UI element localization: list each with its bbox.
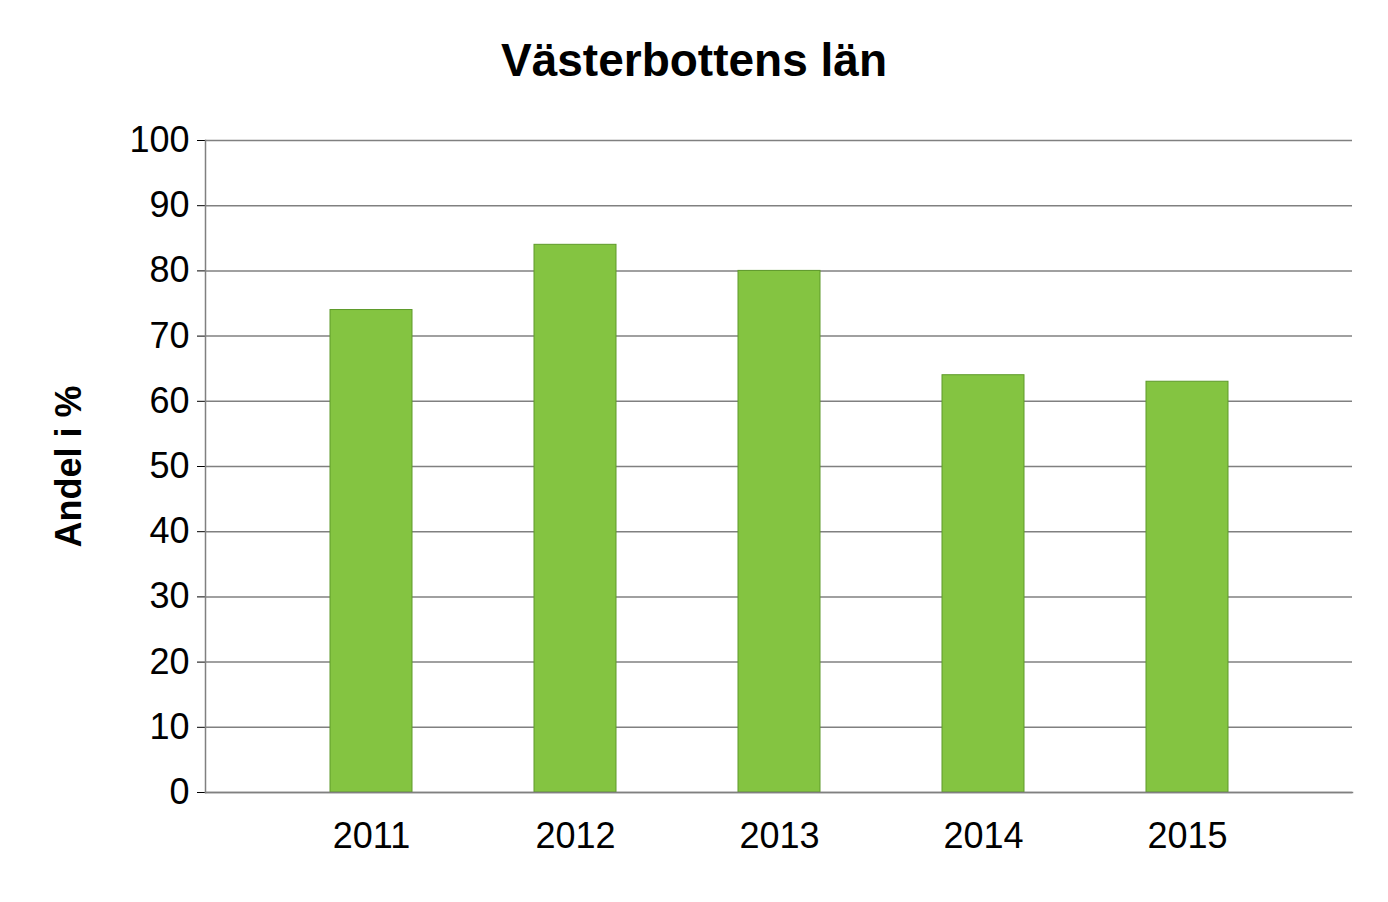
svg-text:2011: 2011 — [333, 815, 410, 856]
svg-text:60: 60 — [149, 380, 189, 421]
svg-text:50: 50 — [149, 445, 189, 486]
svg-text:30: 30 — [149, 575, 189, 616]
svg-text:10: 10 — [149, 706, 189, 747]
svg-text:80: 80 — [149, 249, 189, 290]
svg-text:Andel i %: Andel i % — [48, 385, 89, 547]
svg-text:2013: 2013 — [739, 815, 819, 856]
svg-text:90: 90 — [149, 184, 189, 225]
svg-text:20: 20 — [149, 641, 189, 682]
svg-text:0: 0 — [169, 771, 189, 812]
svg-text:40: 40 — [149, 510, 189, 551]
svg-text:70: 70 — [149, 315, 189, 356]
svg-text:100: 100 — [129, 119, 189, 160]
svg-text:2014: 2014 — [943, 815, 1023, 856]
html-text:Västerbottens län: Västerbottens län — [501, 34, 887, 86]
svg-text:2012: 2012 — [535, 815, 615, 856]
svg-text:2015: 2015 — [1147, 815, 1227, 856]
